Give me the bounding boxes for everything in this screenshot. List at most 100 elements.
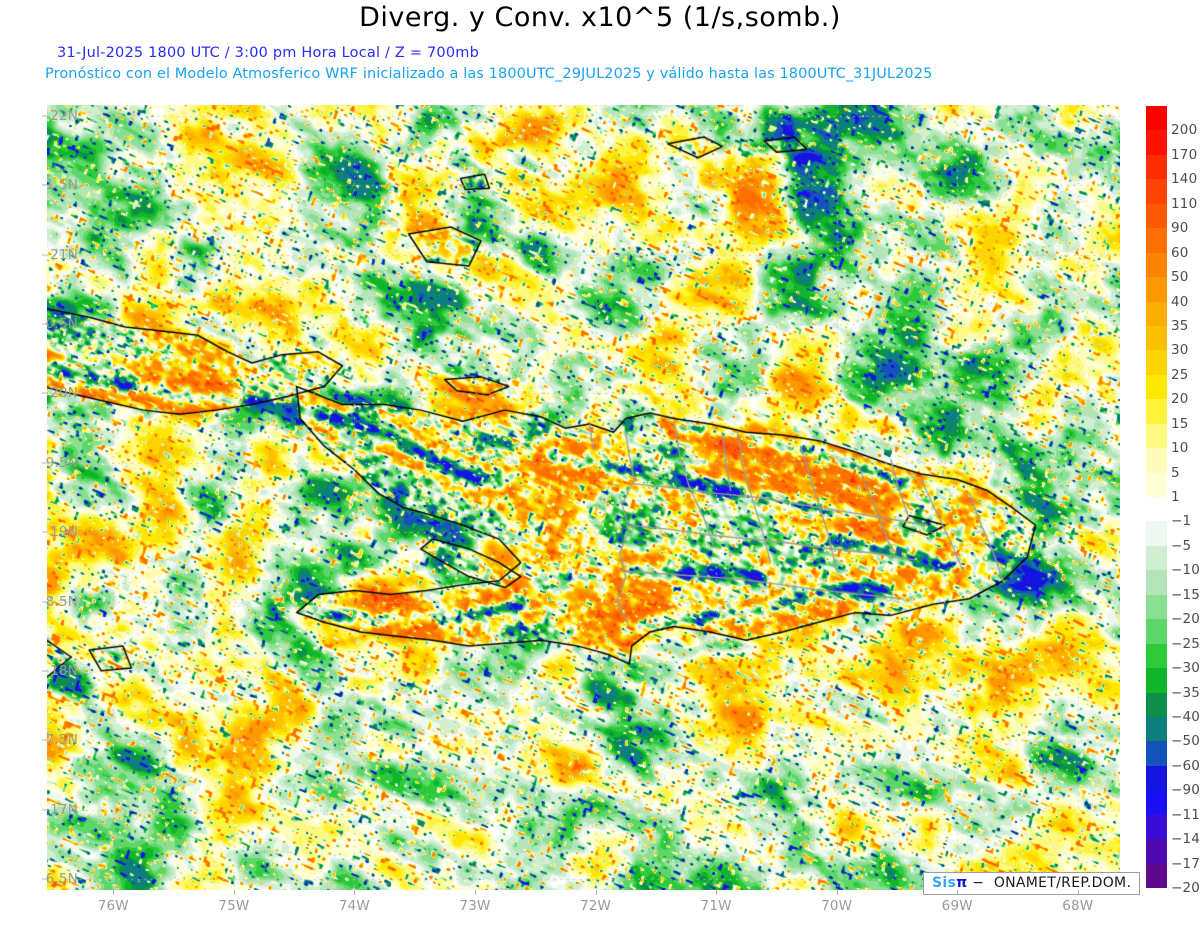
colorbar-tick-label: −15 xyxy=(1171,586,1200,603)
colorbar-swatch[interactable] xyxy=(1146,325,1167,351)
lon-tick-mark xyxy=(716,890,718,895)
lat-tick-label: 6.5N xyxy=(45,870,78,887)
colorbar-swatch[interactable] xyxy=(1146,374,1167,400)
colorbar-tick-label: 15 xyxy=(1171,415,1189,432)
colorbar-tick-label: −40 xyxy=(1171,708,1200,725)
lat-tick-label: 18N xyxy=(50,662,78,679)
colorbar-tick-label: 50 xyxy=(1171,269,1189,286)
colorbar-swatch[interactable] xyxy=(1146,228,1167,254)
map-plot-area[interactable] xyxy=(47,105,1120,890)
colorbar-tick-label: 140 xyxy=(1171,171,1198,188)
colorbar-swatch[interactable] xyxy=(1146,448,1167,473)
colorbar-tick-label: −25 xyxy=(1171,635,1200,652)
colorbar-swatch[interactable] xyxy=(1146,277,1167,302)
lon-tick-label: 70W xyxy=(821,898,853,914)
colorbar-tick-label: 200 xyxy=(1171,122,1198,139)
lat-tick-label: 17N xyxy=(50,801,78,818)
lat-tick-mark xyxy=(42,878,47,880)
colorbar-swatch[interactable] xyxy=(1146,692,1167,718)
forecast-time-line: 31-Jul-2025 1800 UTC / 3:00 pm Hora Loca… xyxy=(57,45,480,61)
colorbar-tick-label: −200 xyxy=(1171,880,1200,896)
lon-tick-label: 71W xyxy=(700,898,732,914)
colorbar-swatch[interactable] xyxy=(1146,154,1167,180)
colorbar-tick-label: −90 xyxy=(1171,782,1200,799)
attribution-dash: − xyxy=(972,875,985,891)
page-title: Diverg. y Conv. x10^5 (1/s,somb.) xyxy=(359,2,841,33)
colorbar-swatch[interactable] xyxy=(1146,790,1167,816)
lat-tick-mark xyxy=(42,601,47,603)
colorbar-tick-label: 25 xyxy=(1171,366,1189,383)
colorbar-swatch[interactable] xyxy=(1146,570,1167,596)
colorbar-swatch[interactable] xyxy=(1146,203,1167,229)
colorbar-tick-label: 90 xyxy=(1171,220,1189,237)
colorbar-swatch[interactable] xyxy=(1146,350,1167,376)
colorbar-tick-label: 1 xyxy=(1171,489,1180,505)
lon-tick-mark xyxy=(474,890,476,895)
colorbar-tick-label: 40 xyxy=(1171,293,1189,310)
lon-tick-label: 69W xyxy=(941,898,973,914)
colorbar[interactable] xyxy=(1146,106,1167,889)
colorbar-tick-label: 10 xyxy=(1171,440,1189,457)
colorbar-swatch[interactable] xyxy=(1146,619,1167,645)
lat-tick-mark xyxy=(42,392,47,394)
lat-tick-label: 9.5N xyxy=(45,454,78,471)
model-description-line: Pronóstico con el Modelo Atmosferico WRF… xyxy=(45,66,933,82)
colorbar-swatch[interactable] xyxy=(1146,765,1167,791)
colorbar-swatch[interactable] xyxy=(1146,521,1167,547)
colorbar-tick-label: −1 xyxy=(1171,513,1192,530)
lat-tick-mark xyxy=(42,462,47,464)
lat-tick-mark xyxy=(42,809,47,811)
lon-tick-label: 72W xyxy=(579,898,612,914)
colorbar-swatch[interactable] xyxy=(1146,716,1167,742)
colorbar-swatch[interactable] xyxy=(1146,252,1167,278)
lon-tick-label: 75W xyxy=(218,898,250,914)
lat-tick-mark xyxy=(42,254,47,256)
lon-tick-mark xyxy=(1077,890,1079,895)
lon-tick-mark xyxy=(957,890,959,895)
colorbar-swatch[interactable] xyxy=(1146,130,1167,156)
colorbar-tick-label: −140 xyxy=(1171,831,1200,848)
colorbar-swatch[interactable] xyxy=(1146,106,1167,131)
colorbar-swatch[interactable] xyxy=(1146,497,1167,522)
colorbar-swatch[interactable] xyxy=(1146,594,1167,620)
lat-tick-label: 8.5N xyxy=(45,593,78,610)
attribution-space xyxy=(984,875,994,891)
lon-tick-mark xyxy=(595,890,597,895)
colorbar-swatch[interactable] xyxy=(1146,545,1167,571)
colorbar-swatch[interactable] xyxy=(1146,643,1167,669)
colorbar-swatch[interactable] xyxy=(1146,863,1167,889)
colorbar-swatch[interactable] xyxy=(1146,179,1167,205)
colorbar-tick-label: −5 xyxy=(1171,537,1192,554)
colorbar-swatch[interactable] xyxy=(1146,399,1167,425)
lat-tick-mark xyxy=(42,670,47,672)
lon-tick-mark xyxy=(113,890,115,895)
lat-tick-mark xyxy=(42,739,47,741)
brand-prefix-text: Sis xyxy=(932,875,957,891)
colorbar-tick-label: 60 xyxy=(1171,244,1189,261)
lat-tick-mark xyxy=(42,531,47,533)
lat-tick-mark xyxy=(42,184,47,186)
lon-tick-mark xyxy=(233,890,235,895)
lon-tick-label: 68W xyxy=(1062,898,1094,914)
colorbar-tick-label: −35 xyxy=(1171,684,1200,701)
colorbar-tick-label: −20 xyxy=(1171,611,1200,628)
lat-tick-mark xyxy=(42,323,47,325)
colorbar-swatch[interactable] xyxy=(1146,301,1167,327)
colorbar-tick-label: −30 xyxy=(1171,660,1200,677)
attribution-badge: Sisπ − ONAMET/REP.DOM. xyxy=(923,872,1141,895)
colorbar-swatch[interactable] xyxy=(1146,741,1167,767)
colorbar-tick-label: 20 xyxy=(1171,391,1189,408)
lat-tick-label: 21N xyxy=(50,246,78,263)
colorbar-swatch[interactable] xyxy=(1146,668,1167,693)
colorbar-swatch[interactable] xyxy=(1146,423,1167,449)
brand-pi-icon: π xyxy=(956,875,968,891)
colorbar-swatch[interactable] xyxy=(1146,472,1167,498)
colorbar-swatch[interactable] xyxy=(1146,839,1167,864)
lat-tick-label: 0.5N xyxy=(45,316,78,333)
lat-tick-label: 20N xyxy=(50,385,78,402)
colorbar-tick-label: −10 xyxy=(1171,562,1200,579)
lat-tick-mark xyxy=(42,115,47,117)
colorbar-swatch[interactable] xyxy=(1146,814,1167,840)
lon-tick-label: 74W xyxy=(338,898,370,914)
lon-tick-label: 76W xyxy=(97,898,129,914)
